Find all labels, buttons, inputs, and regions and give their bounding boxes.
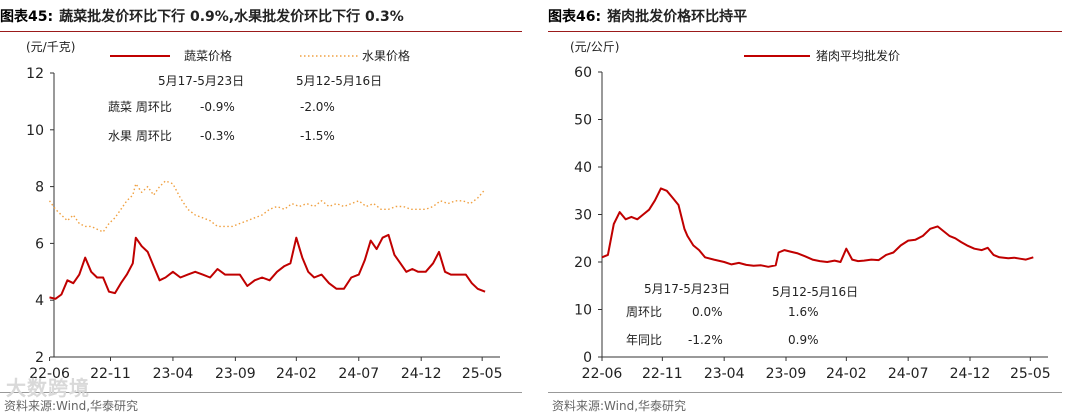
x-tick-label: 24-02: [276, 366, 317, 382]
y-tick-label: 0: [583, 350, 592, 366]
annotation-value-vegetable-current: -0.9%: [200, 100, 235, 114]
legend-label-pork: 猪肉平均批发价: [816, 48, 900, 63]
title-rule: [548, 31, 1062, 32]
y-tick-label: 40: [574, 160, 592, 176]
x-tick-label: 25-05: [1010, 366, 1051, 382]
figure-title-text: 蔬菜批发价环比下行 0.9%,水果批发价环比下行 0.3%: [59, 9, 404, 25]
bottom-rule: [0, 392, 522, 393]
annotation-value-yoy-previous: 0.9%: [788, 333, 819, 347]
series-line-secondary: [48, 180, 486, 233]
x-tick-label: 23-09: [766, 366, 807, 382]
annotation-value-fruit-current: -0.3%: [200, 129, 235, 143]
series-line-primary: [601, 187, 1034, 268]
x-tick-label: 24-02: [826, 366, 867, 382]
y-tick-label: 4: [35, 293, 44, 309]
annotation-period-previous: 5月12-5月16日: [772, 285, 858, 299]
annotation-period-current: 5月17-5月23日: [158, 74, 244, 88]
y-axis-unit: (元/千克): [26, 40, 75, 54]
annotation-value-yoy-current: -1.2%: [688, 333, 723, 347]
figure-title-text: 猪肉批发价格环比持平: [607, 9, 748, 25]
annotation-value-wow-current: 0.0%: [692, 305, 723, 319]
annotation-period-previous: 5月12-5月16日: [296, 74, 382, 88]
x-tick-label: 23-09: [215, 366, 256, 382]
x-tick-label: 24-12: [950, 366, 991, 382]
figure-title: 图表46: 猪肉批发价格环比持平: [548, 6, 747, 26]
y-tick-label: 30: [574, 208, 592, 224]
y-tick-label: 2: [35, 350, 44, 366]
series-layer: [601, 187, 1034, 268]
axes: 2 4 6 8 10 12 22-06 22-11 23-04 23-09 24-02 24-07 24…: [26, 66, 502, 382]
y-tick-label: 8: [35, 180, 44, 196]
chart-pork-prices: 0 10 20 30 40 50 60 22-06 22-11 23-04 23-09 24-02 24…: [570, 40, 1051, 382]
x-tick-label: 24-07: [888, 366, 929, 382]
x-tick-label: 22-06: [582, 366, 623, 382]
chart-vegetable-fruit-prices: 2 4 6 8 10 12 22-06 22-11 23-04 23-09 24-02 24-07 24…: [26, 40, 503, 382]
x-tick-label: 22-11: [90, 366, 131, 382]
y-tick-label: 50: [574, 113, 592, 129]
x-tick-label: 22-06: [29, 366, 70, 382]
y-axis-unit: (元/公斤): [570, 40, 619, 54]
legend-label-vegetable: 蔬菜价格: [184, 48, 232, 63]
annotation-row-label-wow: 周环比: [626, 305, 662, 319]
y-tick-label: 12: [26, 66, 44, 82]
figure-label: 图表45:: [0, 9, 54, 25]
annotation-period-current: 5月17-5月23日: [644, 282, 730, 296]
series-line-primary: [49, 233, 486, 300]
annotation-value-fruit-previous: -1.5%: [300, 129, 335, 143]
annotation-value-vegetable-previous: -2.0%: [300, 100, 335, 114]
figure-label: 图表46:: [548, 9, 602, 25]
x-tick-label: 24-07: [338, 366, 379, 382]
annotation-row-label-yoy: 年同比: [626, 333, 662, 347]
legend-label-fruit: 水果价格: [362, 48, 410, 63]
title-rule: [0, 31, 522, 32]
axes: 0 10 20 30 40 50 60 22-06 22-11 23-04 23-09 24-02 24…: [574, 65, 1051, 382]
x-tick-label: 22-11: [642, 366, 683, 382]
y-tick-label: 10: [26, 123, 44, 139]
y-tick-label: 10: [574, 303, 592, 319]
bottom-rule: [548, 392, 1062, 393]
chart-panel-vegetable-fruit: 图表45: 蔬菜批发价环比下行 0.9%,水果批发价环比下行 0.3% 2 4 6 8 1…: [0, 0, 530, 416]
figure-title: 图表45: 蔬菜批发价环比下行 0.9%,水果批发价环比下行 0.3%: [0, 6, 404, 26]
x-tick-label: 25-05: [462, 366, 503, 382]
watermark: 大数跨境: [6, 376, 90, 400]
x-tick-label: 24-12: [401, 366, 442, 382]
source-note: 资料来源:Wind,华泰研究: [4, 399, 139, 413]
x-tick-label: 23-04: [153, 366, 194, 382]
source-note: 资料来源:Wind,华泰研究: [552, 399, 687, 413]
annotation-row-label-fruit: 水果 周环比: [108, 129, 172, 143]
y-tick-label: 20: [574, 255, 592, 271]
annotation-row-label-vegetable: 蔬菜 周环比: [108, 100, 172, 114]
series-layer: [48, 180, 486, 300]
x-tick-label: 23-04: [704, 366, 745, 382]
y-tick-label: 60: [574, 65, 592, 81]
y-tick-label: 6: [35, 236, 44, 252]
annotation-value-wow-previous: 1.6%: [788, 305, 819, 319]
chart-panel-pork: 图表46: 猪肉批发价格环比持平 0 10 20 30 40 50 60 22-06 22-11 2…: [548, 0, 1070, 416]
